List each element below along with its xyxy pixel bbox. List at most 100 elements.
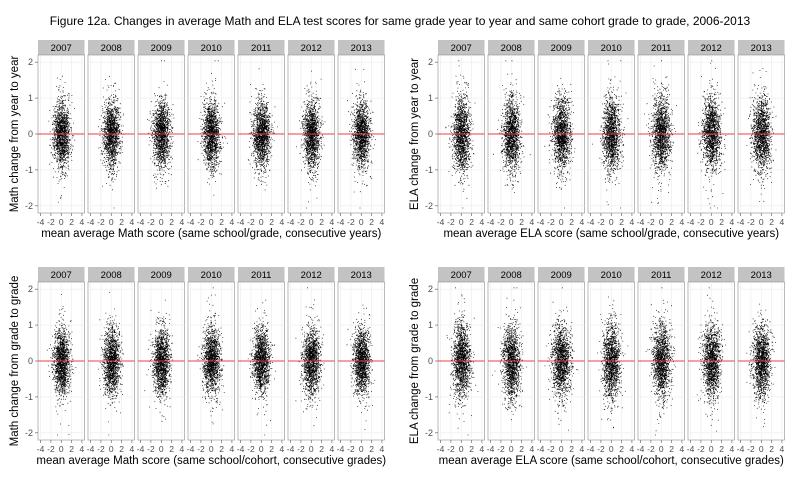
x-tick-label: 2 [669,444,674,454]
x-tick-label: -4 [237,444,245,454]
facet-strip [688,40,735,55]
x-tick-label: 4 [330,217,335,227]
x-tick-label: 0 [259,217,264,227]
facet-strip-label: 2010 [601,270,622,281]
facet-2008: 2008 -4 -2 0 2 4 [87,267,135,454]
x-tick-label: -2 [697,444,705,454]
y-axis-title: Math change from year to year [9,56,21,213]
facet-2007: 2007 -4 -2 0 2 4 [437,267,485,454]
y-tick-label: -1 [25,392,33,402]
facet-strip-label: 2008 [501,270,522,281]
x-tick-label: 0 [59,217,64,227]
x-tick-label: -2 [747,444,755,454]
x-tick-label: 2 [119,444,124,454]
facet-strip [288,40,335,55]
x-tick-label: -4 [537,444,545,454]
facet-strip [738,267,785,282]
facet-2009: 2009 -4 -2 0 2 4 [137,267,185,454]
x-tick-label: 2 [319,444,324,454]
x-tick-label: 0 [509,444,514,454]
x-tick-label: 4 [280,444,285,454]
x-tick-label: -2 [197,217,205,227]
facet-2011: 2011 -4 -2 0 2 4 [237,267,285,454]
x-tick-label: 2 [269,444,274,454]
facet-strip-label: 2011 [251,43,271,54]
x-tick-label: 4 [530,217,535,227]
x-tick-label: -2 [47,217,55,227]
facet-2010: 2010 -4 -2 0 2 4 [187,267,235,454]
x-tick-label: 0 [609,217,614,227]
data-points [644,60,677,204]
x-tick-label: 0 [759,444,764,454]
x-tick-label: -2 [247,444,255,454]
x-tick-label: 4 [180,217,185,227]
facet-2011: 2011 -4 -2 0 2 4 [637,40,685,227]
facet-strip-label: 2008 [101,270,122,281]
x-tick-label: 0 [359,444,364,454]
facet-strip [538,267,585,282]
facet-2013: 2013 -4 -2 0 2 4 [337,40,385,227]
x-tick-label: -2 [647,444,655,454]
facet-strip [588,40,635,55]
facet-2012: 2012 -4 -2 0 2 4 [687,267,735,454]
x-tick-label: -4 [187,217,195,227]
facet-2012: 2012 -4 -2 0 2 4 [287,40,335,227]
x-tick-label: 0 [759,217,764,227]
facet-strip-label: 2009 [551,43,572,54]
x-tick-label: 4 [680,217,685,227]
facet-strip [138,40,185,55]
facet-strip [188,267,235,282]
x-tick-label: 0 [459,444,464,454]
facet-2011: 2011 -4 -2 0 2 4 [637,267,685,454]
y-tick-label: -2 [425,201,433,211]
facet-strip [238,40,285,55]
figure-title: Figure 12a. Changes in average Math and … [49,14,751,28]
x-tick-label: 4 [130,444,135,454]
x-tick-label: 0 [309,444,314,454]
x-tick-label: -2 [347,217,355,227]
x-tick-label: 0 [709,217,714,227]
data-points [197,287,225,425]
x-tick-label: 0 [609,444,614,454]
x-tick-label: 0 [159,217,164,227]
x-tick-label: 0 [309,217,314,227]
facet-strip [538,40,585,55]
x-tick-label: -2 [147,444,155,454]
y-tick-label: 2 [28,284,33,294]
x-tick-label: -2 [647,217,655,227]
facet-strip [338,267,385,282]
data-points [493,60,531,194]
facet-2010: 2010 -4 -2 0 2 4 [587,267,635,454]
x-tick-label: -2 [347,444,355,454]
x-tick-label: 4 [380,444,385,454]
x-tick-label: 4 [180,444,185,454]
facet-strip-label: 2009 [151,270,172,281]
x-tick-label: 0 [359,217,364,227]
data-points [46,294,77,436]
x-tick-label: 0 [459,217,464,227]
x-tick-label: -4 [37,217,45,227]
y-tick-label: -1 [25,165,33,175]
x-tick-label: 0 [109,444,114,454]
facet-strip-label: 2011 [651,270,671,281]
data-points [346,304,376,430]
x-tick-label: -2 [147,217,155,227]
facet-strip-label: 2007 [51,43,72,54]
y-tick-label: 2 [428,284,433,294]
x-tick-label: -2 [597,444,605,454]
y-tick-label: -1 [425,165,433,175]
x-tick-label: 4 [630,217,635,227]
x-tick-label: 2 [519,217,524,227]
x-tick-label: -4 [437,444,445,454]
facet-strip [438,267,485,282]
facet-strip [138,267,185,282]
x-tick-label: -4 [587,444,595,454]
x-tick-label: -4 [487,444,495,454]
x-axis-title: mean average ELA score (same school/grad… [443,228,779,240]
y-tick-label: 0 [28,356,33,366]
x-tick-label: -4 [337,444,345,454]
data-points [597,296,629,429]
x-tick-label: 2 [519,444,524,454]
